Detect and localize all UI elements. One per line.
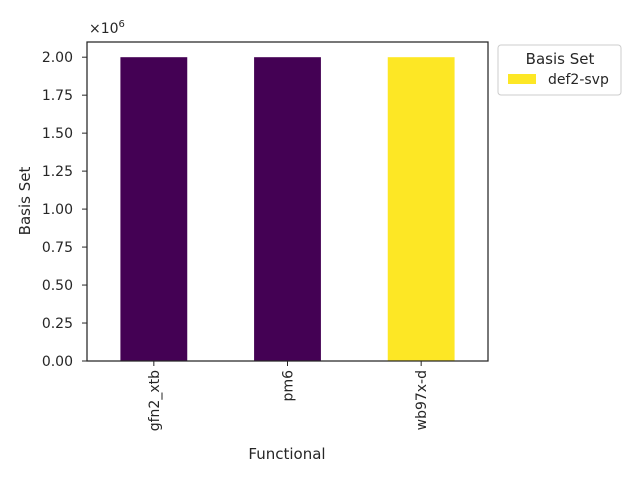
offset-base: ×10: [89, 21, 119, 37]
y-tick-label: 0.25: [42, 316, 73, 332]
bar-gfn2_xtb: [120, 57, 188, 361]
y-tick-label: 1.00: [42, 202, 73, 218]
y-tick-label: 1.75: [42, 88, 73, 104]
legend-entries: def2-svp: [508, 72, 609, 88]
y-tick-label: 0.50: [42, 278, 73, 294]
legend-title: Basis Set: [526, 50, 595, 68]
legend-entry-label: def2-svp: [548, 72, 609, 88]
x-tick-label: gfn2_xtb: [147, 370, 163, 431]
y-tick-label: 1.25: [42, 164, 73, 180]
bars-group: [120, 57, 455, 361]
y-tick-label: 2.00: [42, 50, 73, 66]
y-axis-label: Basis Set: [16, 167, 34, 236]
x-tick-label: wb97x-d: [414, 370, 430, 430]
x-axis-label: Functional: [248, 445, 325, 463]
legend-swatch: [508, 74, 536, 84]
x-tick-label: pm6: [281, 370, 297, 402]
y-tick-label: 0.75: [42, 240, 73, 256]
bar-wb97x-d: [387, 57, 455, 361]
x-axis-ticks: gfn2_xtb pm6 wb97x-d: [147, 361, 430, 431]
y-tick-label: 1.50: [42, 126, 73, 142]
y-tick-label: 0.00: [42, 354, 73, 370]
plot-frame: [86, 41, 489, 362]
y-axis-offset-text: ×106: [89, 19, 125, 37]
legend: Basis Set def2-svp: [497, 44, 622, 96]
y-axis-ticks: 0.00 0.25 0.50 0.75 1.00 1.25 1.50 1.75 2.00: [42, 50, 87, 370]
offset-exponent: 6: [119, 19, 125, 30]
bar-pm6: [254, 57, 321, 361]
